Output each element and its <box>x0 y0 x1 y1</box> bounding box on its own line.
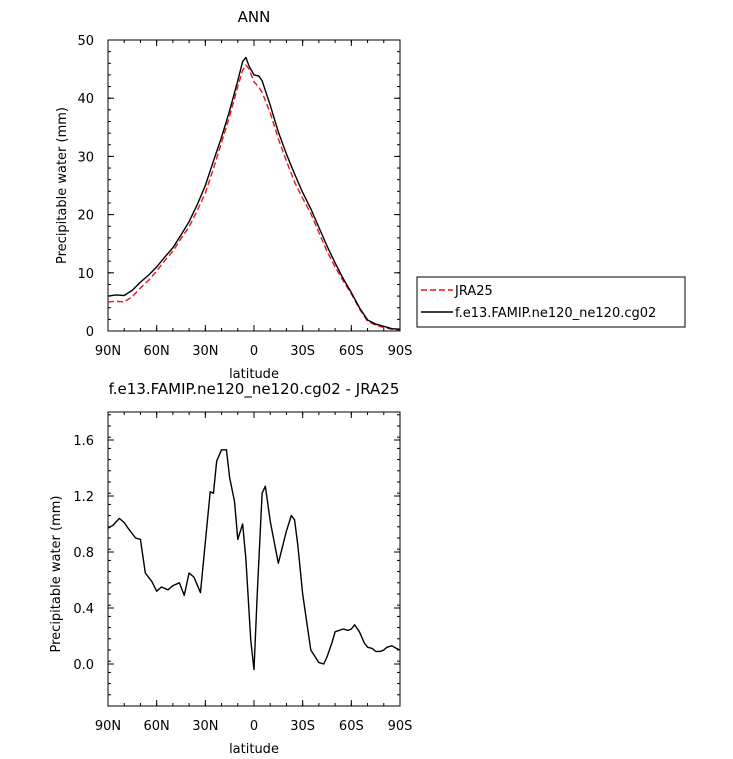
y-tick-label: 50 <box>77 34 94 49</box>
x-tick-label: 30S <box>290 719 315 734</box>
x-tick-label: 30N <box>192 719 218 734</box>
legend-label-model: f.e13.FAMIP.ne120_ne120.cg02 <box>455 306 656 321</box>
panel1-series-group <box>107 56 401 331</box>
y-tick-label: 0.8 <box>73 546 94 561</box>
panel1-title: ANN <box>238 8 271 26</box>
panel2-series-group <box>107 449 401 671</box>
y-tick-label: 1.2 <box>73 490 94 505</box>
panel2-title: f.e13.FAMIP.ne120_ne120.cg02 - JRA25 <box>109 380 400 399</box>
legend-label-jra25: JRA25 <box>454 284 493 299</box>
x-tick-label: 60N <box>144 344 170 359</box>
x-tick-label: 30N <box>192 344 218 359</box>
y-tick-label: 1.6 <box>73 434 94 449</box>
x-tick-label: 60N <box>144 719 170 734</box>
y-tick-label: 0.0 <box>73 658 94 673</box>
x-tick-label: 90N <box>95 719 121 734</box>
panel2-y-axis: 0.0 0.4 0.8 1.2 1.6 <box>73 414 400 707</box>
panel1-x-axis: 90N 60N 30N 0 30S 60S 90S <box>95 40 413 359</box>
series-line-f-e13-famip-ne120-ne120-cg02 <box>107 56 401 330</box>
panel-mean: ANN 0 10 20 30 40 50 90N 60N 30N 0 30S 60S 90S Prec… <box>55 8 686 382</box>
y-tick-label: 0.4 <box>73 602 94 617</box>
panel2-x-axis: 90N 60N 30N 0 30S 60S 90S <box>95 412 413 734</box>
y-tick-label: 10 <box>77 267 94 282</box>
x-tick-label: 0 <box>250 344 258 359</box>
y-tick-label: 30 <box>77 150 94 165</box>
legend: JRA25 f.e13.FAMIP.ne120_ne120.cg02 <box>416 276 686 328</box>
series-line-jra25 <box>107 64 401 331</box>
x-tick-label: 90N <box>95 344 121 359</box>
panel2-y-axis-label: Precipitable water (mm) <box>49 496 64 653</box>
panel1-x-axis-label: latitude <box>229 367 279 382</box>
series-line-difference <box>107 449 401 671</box>
x-tick-label: 30S <box>290 344 315 359</box>
x-tick-label: 0 <box>250 719 258 734</box>
y-tick-label: 0 <box>86 325 94 340</box>
x-tick-label: 90S <box>388 344 413 359</box>
panel2-x-axis-label: latitude <box>229 742 279 757</box>
x-tick-label: 60S <box>339 719 364 734</box>
y-tick-label: 40 <box>77 92 94 107</box>
y-tick-label: 20 <box>77 209 94 224</box>
panel1-y-axis-label: Precipitable water (mm) <box>55 107 70 264</box>
legend-frame <box>416 276 686 328</box>
panel-difference: f.e13.FAMIP.ne120_ne120.cg02 - JRA25 0.0… <box>49 380 412 757</box>
panel1-plot-frame <box>107 39 401 332</box>
x-tick-label: 60S <box>339 344 364 359</box>
panel1-y-axis: 0 10 20 30 40 50 <box>77 34 400 340</box>
x-tick-label: 90S <box>388 719 413 734</box>
